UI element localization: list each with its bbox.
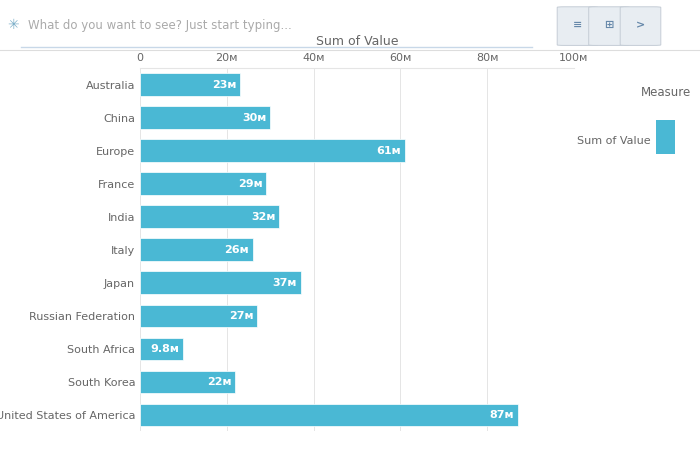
Bar	[140, 74, 240, 96]
Text: What do you want to see? Just start typing...: What do you want to see? Just start typi…	[28, 19, 292, 32]
Text: 9.8м: 9.8м	[150, 344, 179, 354]
Text: 32м: 32м	[251, 212, 275, 222]
Bar	[140, 305, 257, 327]
FancyBboxPatch shape	[557, 7, 598, 45]
Bar	[140, 206, 279, 228]
Bar	[140, 337, 183, 360]
Text: >: >	[636, 20, 645, 30]
Text: ≡: ≡	[573, 20, 582, 30]
Bar	[140, 271, 300, 294]
Text: 27м: 27м	[229, 311, 253, 321]
Text: Sum of Value: Sum of Value	[578, 136, 651, 146]
Title: Sum of Value: Sum of Value	[316, 35, 398, 48]
Text: 37м: 37м	[272, 278, 297, 288]
Text: ✳: ✳	[7, 18, 18, 32]
Bar	[140, 370, 235, 393]
Bar	[140, 106, 270, 129]
Text: 61м: 61м	[377, 146, 401, 156]
Text: 22м: 22м	[207, 377, 232, 387]
FancyBboxPatch shape	[589, 7, 629, 45]
Text: ⊞: ⊞	[604, 20, 614, 30]
Text: 87м: 87м	[489, 410, 514, 420]
Text: 26м: 26м	[225, 245, 249, 255]
Bar	[140, 173, 266, 195]
Bar	[657, 120, 675, 154]
Text: 29м: 29м	[237, 179, 262, 189]
Bar	[140, 404, 517, 426]
FancyBboxPatch shape	[620, 7, 661, 45]
Bar	[140, 139, 405, 162]
Text: Measure: Measure	[640, 86, 691, 99]
Bar	[140, 238, 253, 261]
Text: 30м: 30м	[242, 113, 267, 123]
Text: 23м: 23м	[212, 79, 237, 89]
